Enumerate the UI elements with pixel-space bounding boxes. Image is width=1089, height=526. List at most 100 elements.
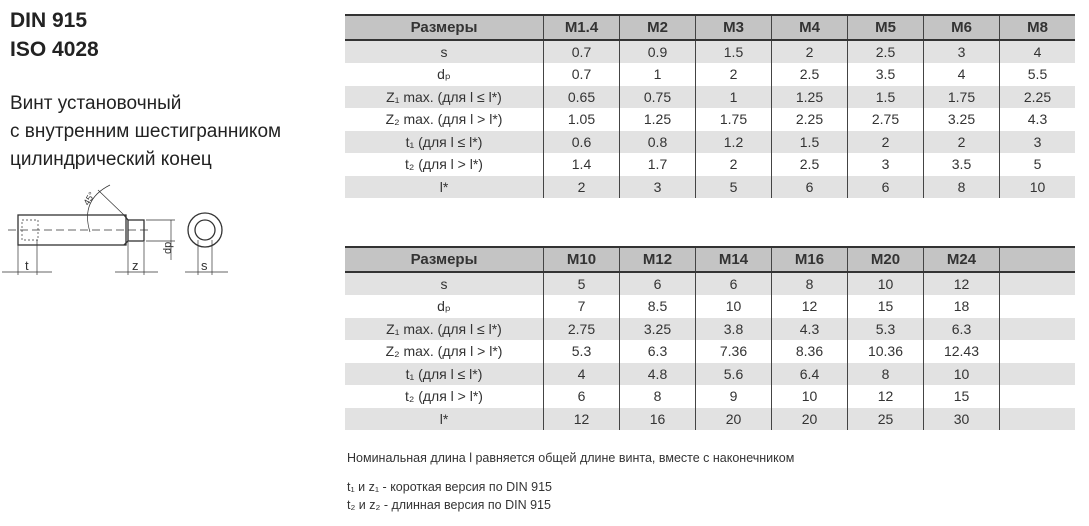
value-cell: 2 bbox=[543, 175, 620, 198]
value-cell: 2 bbox=[847, 130, 924, 153]
value-cell: 8.5 bbox=[619, 295, 696, 318]
parameter-cell: Z₂ max. (для l > l*) bbox=[385, 343, 503, 360]
dimensions-table-large: Размеры M10 M12 M14 M16 M20 M24 s 5 6 6 8 10 12 dₚ 7 8.… bbox=[345, 246, 1075, 430]
value-cell: 2.75 bbox=[543, 317, 620, 340]
value-cell: 1.5 bbox=[771, 130, 848, 153]
value-cell: 5.5 bbox=[999, 63, 1075, 86]
parameter-cell: dₚ bbox=[437, 297, 451, 314]
label-dp: dp bbox=[162, 242, 174, 254]
set-screw-drawing: t z dp s 45° bbox=[2, 184, 228, 275]
value-cell: 2.25 bbox=[771, 108, 848, 131]
value-cell: 3.5 bbox=[847, 63, 924, 86]
parameter-cell: dₚ bbox=[437, 65, 451, 82]
value-cell: 3 bbox=[923, 39, 1000, 63]
value-cell: 1 bbox=[695, 85, 772, 108]
parameter-cell: Z₂ max. (для l > l*) bbox=[385, 111, 503, 128]
value-cell: 10 bbox=[923, 362, 1000, 385]
value-cell: 5.6 bbox=[695, 362, 772, 385]
value-cell: 12 bbox=[543, 407, 620, 430]
value-cell: 1 bbox=[619, 63, 696, 86]
value-cell: 1.25 bbox=[619, 108, 696, 131]
value-cell: 12 bbox=[923, 271, 1000, 295]
value-cell: 2 bbox=[923, 130, 1000, 153]
value-cell: 0.6 bbox=[543, 130, 620, 153]
parameter-cell: t₁ (для l ≤ l*) bbox=[345, 362, 544, 385]
iso-title: ISO 4028 bbox=[10, 38, 99, 61]
value-cell: 1.4 bbox=[543, 153, 620, 176]
value-cell: 3.25 bbox=[619, 317, 696, 340]
table-row: dₚ 0.7 1 2 2.5 3.5 4 5.5 bbox=[345, 63, 1075, 86]
value-cell: 10 bbox=[771, 385, 848, 408]
value-cell: 1.5 bbox=[695, 39, 772, 63]
value-cell: 10 bbox=[847, 271, 924, 295]
table-row: t₂ (для l > l*) 6 8 9 10 12 15 bbox=[345, 385, 1075, 408]
value-cell: 2 bbox=[771, 39, 848, 63]
value-cell: 3.8 bbox=[695, 317, 772, 340]
value-cell: 3.25 bbox=[923, 108, 1000, 131]
header-cell: M10 bbox=[543, 246, 620, 273]
value-cell: 6 bbox=[619, 271, 696, 295]
value-cell: 30 bbox=[923, 407, 1000, 430]
value-cell: 2.25 bbox=[999, 85, 1075, 108]
value-cell: 4 bbox=[923, 63, 1000, 86]
value-cell: 8 bbox=[923, 175, 1000, 198]
value-cell: 8.36 bbox=[771, 340, 848, 363]
description-line: с внутренним шестигранником bbox=[10, 121, 282, 142]
value-cell: 3.5 bbox=[923, 153, 1000, 176]
value-cell: 1.05 bbox=[543, 108, 620, 131]
table-row: t₁ (для l ≤ l*) 4 4.8 5.6 6.4 8 10 bbox=[345, 362, 1075, 385]
note-long-version: t₂ и z₂ - длинная версия по DIN 915 bbox=[347, 498, 551, 512]
standard-title: DIN 915 ISO 4028 bbox=[10, 6, 99, 64]
value-cell: 0.7 bbox=[543, 39, 620, 63]
label-z: z bbox=[132, 258, 139, 273]
parameter-cell: Z₁ max. (для l ≤ l*) bbox=[345, 317, 544, 340]
value-cell: 5 bbox=[543, 271, 620, 295]
value-cell: 4.8 bbox=[619, 362, 696, 385]
value-cell: 12 bbox=[847, 385, 924, 408]
dimensions-table-small: Размеры M1.4 M2 M3 M4 M5 M6 M8 s 0.7 0.9 1.5 2 2.5 3 4… bbox=[345, 14, 1075, 198]
value-cell: 0.65 bbox=[543, 85, 620, 108]
value-cell: 6.4 bbox=[771, 362, 848, 385]
header-cell: M24 bbox=[923, 246, 1000, 273]
value-cell: 6.3 bbox=[619, 340, 696, 363]
value-cell: 4.3 bbox=[771, 317, 848, 340]
parameter-cell: l* bbox=[345, 407, 544, 430]
note-nominal-length: Номинальная длина l равняется общей длин… bbox=[347, 451, 795, 465]
value-cell: 1.5 bbox=[847, 85, 924, 108]
value-cell: 10.36 bbox=[847, 340, 924, 363]
value-cell: 6 bbox=[543, 385, 620, 408]
value-cell: 1.25 bbox=[771, 85, 848, 108]
value-cell: 2.5 bbox=[847, 39, 924, 63]
table-row: l* 12 16 20 20 25 30 bbox=[345, 407, 1075, 430]
table-row: t₁ (для l ≤ l*) 0.6 0.8 1.2 1.5 2 2 3 bbox=[345, 130, 1075, 153]
table-row: Z₁ max. (для l ≤ l*) 0.65 0.75 1 1.25 1.5 1.75… bbox=[345, 85, 1075, 108]
header-cell bbox=[999, 246, 1075, 273]
value-cell: 2 bbox=[695, 153, 772, 176]
value-cell: 15 bbox=[923, 385, 1000, 408]
value-cell: 10 bbox=[999, 175, 1075, 198]
table-header: Размеры M1.4 M2 M3 M4 M5 M6 M8 bbox=[345, 14, 1075, 41]
value-cell bbox=[999, 340, 1075, 363]
value-cell: 6 bbox=[847, 175, 924, 198]
value-cell bbox=[999, 317, 1075, 340]
value-cell: 4.3 bbox=[999, 108, 1075, 131]
parameter-cell: t₂ (для l > l*) bbox=[405, 388, 483, 405]
value-cell: 12.43 bbox=[923, 340, 1000, 363]
description-line: цилиндрический конец bbox=[10, 149, 212, 170]
label-s: s bbox=[201, 258, 208, 273]
value-cell: 8 bbox=[847, 362, 924, 385]
table-row: Z₂ max. (для l > l*) 1.05 1.25 1.75 2.25 2.75… bbox=[345, 108, 1075, 131]
parameter-cell: s bbox=[345, 271, 544, 295]
value-cell bbox=[999, 385, 1075, 408]
parameter-cell: t₁ (для l ≤ l*) bbox=[345, 130, 544, 153]
parameter-cell: Z₁ max. (для l ≤ l*) bbox=[345, 85, 544, 108]
value-cell bbox=[999, 407, 1075, 430]
value-cell: 6 bbox=[771, 175, 848, 198]
header-cell: M14 bbox=[695, 246, 772, 273]
value-cell: 0.75 bbox=[619, 85, 696, 108]
value-cell: 7 bbox=[543, 295, 620, 318]
value-cell bbox=[999, 362, 1075, 385]
header-cell: M2 bbox=[619, 14, 696, 41]
value-cell: 20 bbox=[695, 407, 772, 430]
table-row: l* 2 3 5 6 6 8 10 bbox=[345, 175, 1075, 198]
